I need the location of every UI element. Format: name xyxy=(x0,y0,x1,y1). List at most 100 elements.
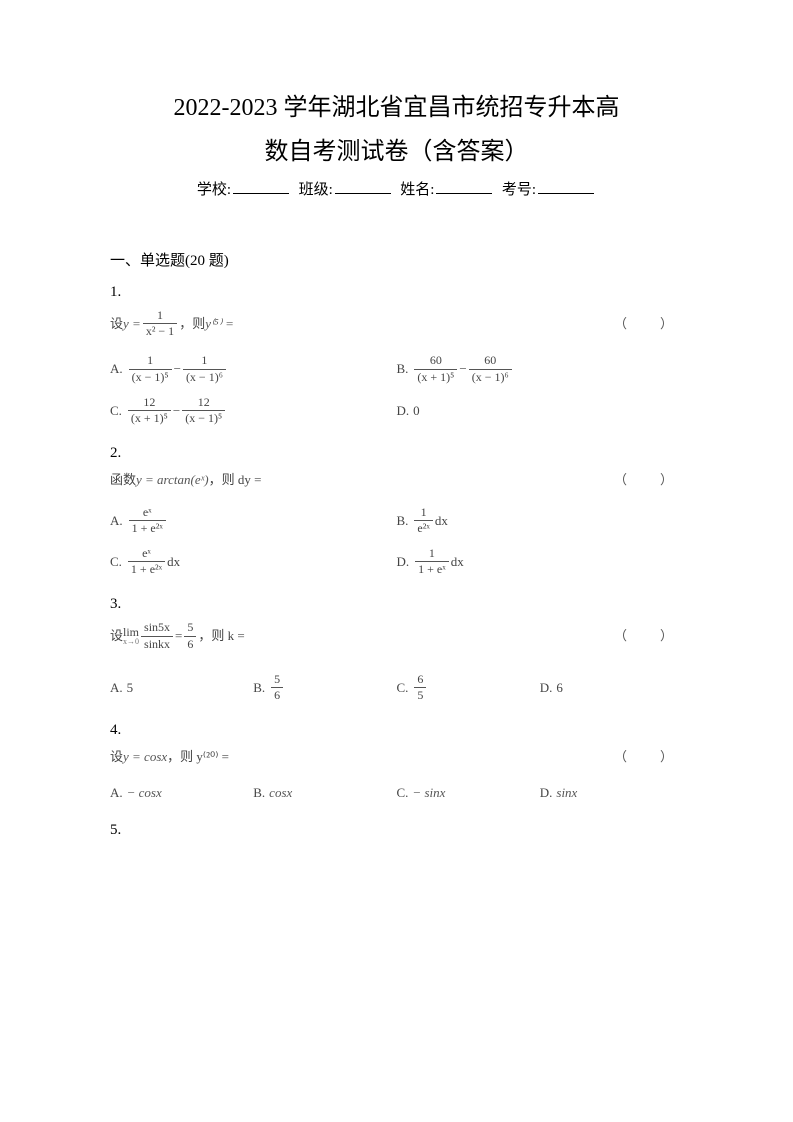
q3-rhs: 56 xyxy=(184,621,196,650)
q1-B-frac1: 60(x + 1)⁵ xyxy=(414,354,457,383)
q4-optB: B.cosx xyxy=(253,783,396,803)
q4-post: ，则 y⁽²⁰⁾ = xyxy=(167,747,229,767)
q1-C-frac1: 12(x + 1)⁵ xyxy=(128,396,171,425)
q1-stem-pre: 设 xyxy=(110,314,123,334)
q3-optB: B. 56 xyxy=(253,673,396,702)
q1-A-f2n: 1 xyxy=(198,354,210,368)
q1-optA: A. 1(x − 1)⁵ − 1(x − 1)⁶ xyxy=(110,354,397,383)
q1-A-mid: − xyxy=(174,359,181,379)
q2-A-n: eˣ xyxy=(140,506,155,520)
q5-number: 5. xyxy=(110,822,683,839)
q1-A-frac2: 1(x − 1)⁶ xyxy=(183,354,226,383)
q2-stem-post: ，则 dy = xyxy=(209,470,262,490)
q2-D-post: dx xyxy=(451,552,464,572)
section-heading: 一、单选题(20 题) xyxy=(110,249,683,270)
blank-examno xyxy=(538,180,594,194)
q1-number: 1. xyxy=(110,284,683,301)
q2-optA: A. eˣ1 + e²ˣ xyxy=(110,506,397,535)
q1-C-f1n: 12 xyxy=(140,396,158,410)
q2-stem-pre: 函数 xyxy=(110,470,136,490)
label-examno: 考号: xyxy=(502,182,536,198)
q1-body: 设 y = 1 x² − 1 ，则 y⁽⁵⁾ = （ ） A. 1(x − 1)… xyxy=(110,309,683,431)
q4-options: A.− cosx B.cosx C.− sinx D.sinx xyxy=(110,777,683,809)
q2-optD: D. 11 + eˣ dx xyxy=(397,547,684,576)
q2-C-d: 1 + e²ˣ xyxy=(128,561,165,576)
q4-B: cosx xyxy=(269,783,292,803)
q4-body: 设 y = cosx ，则 y⁽²⁰⁾ = （ ） A.− cosx B.cos… xyxy=(110,747,683,808)
q1-paren: （ ） xyxy=(614,314,683,334)
q1-C-mid: − xyxy=(173,401,180,421)
q1-A-f1n: 1 xyxy=(144,354,156,368)
q3-lim-bot: x→0 xyxy=(123,638,139,646)
q3-number: 3. xyxy=(110,596,683,613)
q2-optB: B. 1e²ˣ dx xyxy=(397,506,684,535)
q1-B-f1n: 60 xyxy=(427,354,445,368)
q3-optD: D.6 xyxy=(540,673,683,702)
q3-rd: 6 xyxy=(184,636,196,651)
q3-options: A. 5 B. 56 C.65 D.6 xyxy=(110,667,683,708)
q1-A-label: A. xyxy=(110,359,123,379)
q4-D: sinx xyxy=(556,783,577,803)
q2-optC: C. eˣ1 + e²ˣ dx xyxy=(110,547,397,576)
q1-stem: 设 y = 1 x² − 1 ，则 y⁽⁵⁾ = （ ） xyxy=(110,309,683,338)
q2-eq: y = arctan(eˣ) xyxy=(136,470,209,490)
q3-B-frac: 56 xyxy=(271,673,283,702)
blank-school xyxy=(233,180,289,194)
q1-optB: B. 60(x + 1)⁵ − 60(x − 1)⁶ xyxy=(397,354,684,383)
q3-stem: 设 lim x→0 sin5xsinkx = 56 ，则 k = （ ） xyxy=(110,621,683,650)
info-line: 学校: 班级: 姓名: 考号: xyxy=(110,178,683,199)
q3-fd: sinkx xyxy=(141,636,173,651)
q1-A-f1d: (x − 1)⁵ xyxy=(129,369,172,384)
q3-optC: C.65 xyxy=(397,673,540,702)
q4-D-label: D. xyxy=(540,783,553,803)
q2-number: 2. xyxy=(110,445,683,462)
q4-optC: C.− sinx xyxy=(397,783,540,803)
q3-A-label: A. xyxy=(110,678,123,698)
q1-B-mid: − xyxy=(459,359,466,379)
label-name: 姓名: xyxy=(400,182,434,198)
q2-A-frac: eˣ1 + e²ˣ xyxy=(129,506,166,535)
q3-frac: sin5xsinkx xyxy=(141,621,173,650)
q3-B-label: B. xyxy=(253,678,265,698)
q1-optC: C. 12(x + 1)⁵ − 12(x − 1)⁵ xyxy=(110,396,397,425)
label-class: 班级: xyxy=(299,182,333,198)
q1-B-frac2: 60(x − 1)⁶ xyxy=(469,354,512,383)
q2-C-label: C. xyxy=(110,552,122,572)
q1-options: A. 1(x − 1)⁵ − 1(x − 1)⁶ B. 60(x + 1)⁵ −… xyxy=(110,348,683,431)
q4-A: − cosx xyxy=(127,783,162,803)
q1-D-label: D. xyxy=(397,401,410,421)
q3-D: 6 xyxy=(556,678,563,698)
q1-A-frac1: 1(x − 1)⁵ xyxy=(129,354,172,383)
q2-B-n: 1 xyxy=(418,506,430,520)
q2-D-d: 1 + eˣ xyxy=(415,561,449,576)
q2-C-n: eˣ xyxy=(139,547,154,561)
q3-Bn: 5 xyxy=(271,673,283,687)
q3-rn: 5 xyxy=(184,621,196,635)
q4-stem: 设 y = cosx ，则 y⁽²⁰⁾ = （ ） xyxy=(110,747,683,767)
q3-post: ，则 k = xyxy=(198,626,244,646)
q2-B-frac: 1e²ˣ xyxy=(414,506,432,535)
q1-C-f2n: 12 xyxy=(195,396,213,410)
q3-eq: = xyxy=(175,626,182,646)
q2-B-label: B. xyxy=(397,511,409,531)
q1-B-f1d: (x + 1)⁵ xyxy=(414,369,457,384)
q4-number: 4. xyxy=(110,722,683,739)
exam-title-line1: 2022-2023 学年湖北省宜昌市统招专升本高 xyxy=(110,90,683,126)
q1-B-f2n: 60 xyxy=(481,354,499,368)
q1-optD: D. 0 xyxy=(397,396,684,425)
label-school: 学校: xyxy=(197,182,231,198)
q1-stem-post: y⁽⁵⁾ = xyxy=(205,314,234,334)
q2-C-post: dx xyxy=(167,552,180,572)
q3-Cn: 6 xyxy=(414,673,426,687)
q3-paren: （ ） xyxy=(614,626,683,646)
q2-body: 函数 y = arctan(eˣ) ，则 dy = （ ） A. eˣ1 + e… xyxy=(110,470,683,582)
q1-D-text: 0 xyxy=(413,401,420,421)
q3-C-frac: 65 xyxy=(414,673,426,702)
q1-B-f2d: (x − 1)⁶ xyxy=(469,369,512,384)
q1-y: y = xyxy=(123,314,141,334)
q2-D-n: 1 xyxy=(426,547,438,561)
q2-options: A. eˣ1 + e²ˣ B. 1e²ˣ dx C. eˣ1 + e²ˣ dx … xyxy=(110,500,683,583)
q4-optD: D.sinx xyxy=(540,783,683,803)
q3-fn: sin5x xyxy=(141,621,173,635)
q1-stem-frac-den: x² − 1 xyxy=(143,323,177,338)
